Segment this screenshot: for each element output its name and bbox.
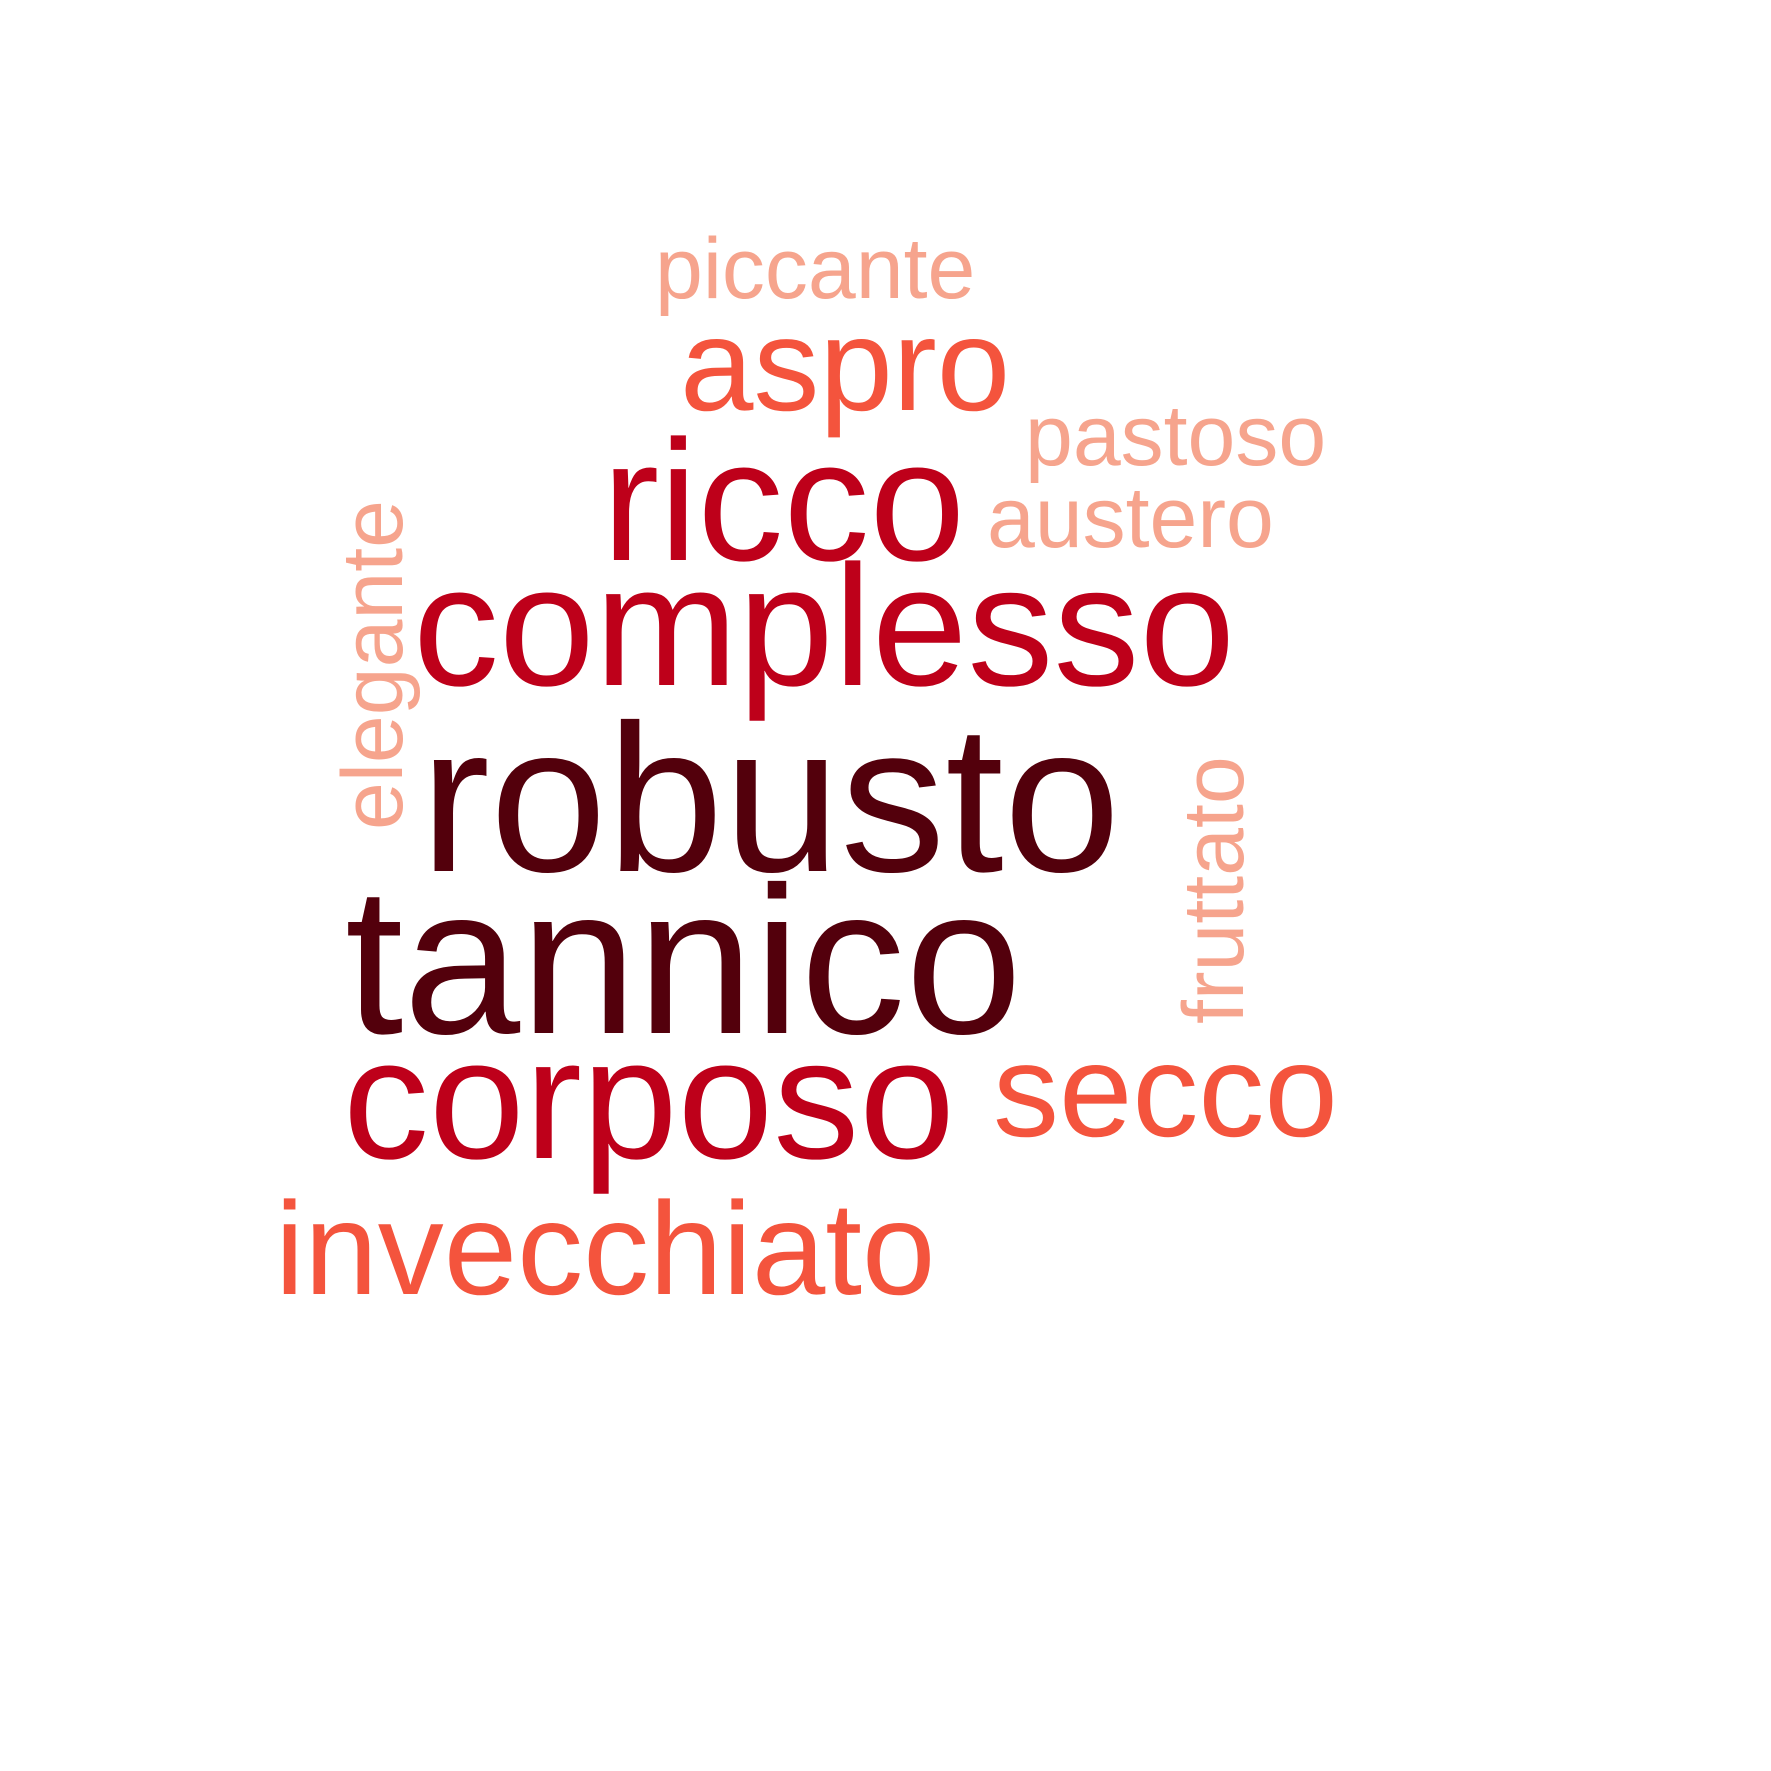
word-ricco: ricco (602, 405, 966, 597)
word-austero: austero (987, 470, 1274, 566)
word-aspro: aspro (680, 291, 1011, 438)
word-fruttato: fruttato (1166, 756, 1262, 1024)
word-piccante: piccante (655, 221, 976, 317)
word-complesso: complesso (413, 530, 1236, 722)
word-invecchiato: invecchiato (275, 1175, 936, 1322)
word-corposo: corposo (343, 1003, 955, 1195)
word-secco: secco (993, 1017, 1338, 1164)
word-pastoso: pastoso (1025, 388, 1327, 484)
word-tannico: tannico (345, 843, 1023, 1078)
word-elegante: elegante (325, 500, 421, 830)
word-robusto: robusto (420, 681, 1121, 916)
